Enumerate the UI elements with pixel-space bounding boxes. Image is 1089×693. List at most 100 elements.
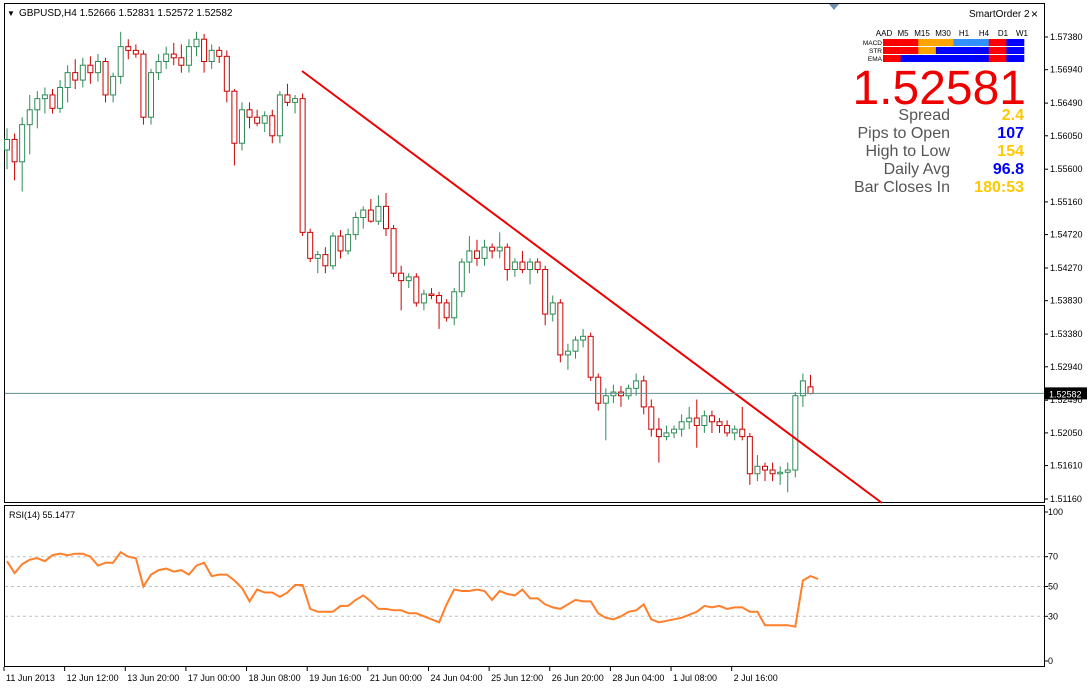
- candle-body: [777, 471, 784, 475]
- candle-body: [413, 276, 420, 304]
- candle-body: [693, 417, 700, 426]
- candle-body: [466, 250, 473, 263]
- rsi-axis: 100 70 50 30 0: [1044, 507, 1063, 666]
- price-tick-label: 1.52050: [1050, 428, 1083, 438]
- candle-body: [731, 428, 738, 434]
- stat-value: 154: [997, 143, 1024, 160]
- candle-body: [4, 139, 10, 151]
- time-axis: 11 Jun 2013 12 Jun 12:00 13 Jun 20:00 17 Ju…: [3, 667, 778, 683]
- candle-body: [352, 216, 359, 236]
- candle-body: [527, 261, 534, 270]
- candle-body: [398, 272, 405, 282]
- candles-layer: [4, 31, 814, 493]
- indicator-cell: [971, 39, 990, 46]
- symbol-title: GBPUSD,H4 1.52666 1.52831 1.52572 1.5258…: [19, 8, 233, 19]
- candle-body: [701, 415, 708, 426]
- price-tick-label: 1.54720: [1050, 230, 1083, 240]
- stat-label: Spread: [898, 107, 950, 124]
- candle-body: [79, 64, 86, 81]
- candle-body: [792, 395, 799, 471]
- price-tick-label: 1.51610: [1050, 461, 1083, 471]
- price-tick-label: 1.51160: [1050, 494, 1082, 504]
- candle-body: [261, 115, 268, 124]
- indicator-row-label: MACD: [863, 40, 882, 47]
- candle-body: [11, 139, 18, 163]
- candle-body: [610, 391, 617, 397]
- time-tick-label: 28 Jun 04:00: [612, 673, 664, 683]
- shift-marker-icon[interactable]: [829, 4, 839, 10]
- current-price-tag-label: 1.52582: [1049, 389, 1082, 399]
- candle-body: [19, 124, 26, 163]
- candle-body: [246, 109, 253, 118]
- candle-body: [602, 395, 609, 404]
- candle-body: [94, 61, 101, 74]
- candle-body: [762, 465, 768, 471]
- tf-header: AAD: [876, 29, 893, 38]
- candle-body: [542, 268, 549, 315]
- current-price-big: 1.52581: [852, 62, 1026, 115]
- candle-body: [148, 72, 155, 118]
- price-axis: 1.57380 1.56940 1.56490 1.56050 1.55600 1.551…: [1044, 32, 1083, 504]
- price-tick-label: 1.56940: [1050, 65, 1083, 75]
- candle-body: [307, 231, 314, 259]
- indicator-cell: [971, 47, 990, 54]
- indicator-cell: [988, 39, 1007, 46]
- ea-close-icon[interactable]: ×: [1031, 7, 1038, 21]
- indicator-cell: [1006, 55, 1025, 62]
- current-price-tag: [1045, 387, 1087, 400]
- candle-body: [208, 49, 215, 63]
- candle-body: [534, 261, 541, 270]
- indicator-cell: [953, 55, 972, 62]
- candle-body: [617, 391, 624, 397]
- trendline[interactable]: [301, 70, 883, 504]
- candle-body: [345, 234, 352, 252]
- candle-body: [383, 205, 389, 230]
- candle-body: [436, 294, 443, 304]
- tf-header: D1: [998, 29, 1009, 38]
- candle-body: [519, 261, 526, 270]
- candle-body: [110, 75, 117, 96]
- tf-header: M15: [914, 29, 930, 38]
- window-menu-arrow[interactable]: ▼: [7, 9, 15, 18]
- candle-body: [49, 94, 56, 109]
- candle-body: [443, 302, 450, 319]
- time-tick-label: 11 Jun 2013: [6, 673, 55, 683]
- candle-body: [686, 417, 693, 423]
- candle-body: [799, 380, 806, 397]
- candle-body: [458, 261, 465, 293]
- candle-body: [451, 291, 458, 319]
- candle-body: [390, 228, 397, 274]
- candle-body: [269, 115, 276, 137]
- candle-body: [231, 90, 238, 144]
- rsi-tick-label: 70: [1048, 552, 1058, 562]
- rsi-line: [6, 550, 819, 628]
- time-tick-label: 12 Jun 12:00: [67, 673, 119, 683]
- indicator-cell: [900, 39, 919, 46]
- indicator-cell: [900, 47, 919, 54]
- candle-body: [64, 72, 71, 89]
- indicator-cell: [1006, 47, 1025, 54]
- candle-body: [367, 209, 374, 222]
- time-tick-label: 2 Jul 16:00: [734, 673, 778, 683]
- candle-body: [663, 432, 670, 438]
- stat-label: Daily Avg: [884, 161, 950, 178]
- candle-body: [337, 235, 344, 252]
- indicator-cell: [1006, 39, 1025, 46]
- candle-body: [155, 61, 162, 74]
- candle-body: [648, 406, 655, 430]
- candle-body: [496, 246, 503, 252]
- candle-body: [504, 246, 511, 270]
- price-tick-label: 1.53830: [1050, 296, 1083, 306]
- candle-body: [201, 38, 208, 63]
- rsi-tick-label: 30: [1048, 611, 1058, 621]
- time-tick-label: 24 Jun 04:00: [430, 673, 482, 683]
- candle-body: [276, 94, 283, 137]
- indicator-cell: [935, 55, 954, 62]
- indicator-cell: [918, 39, 937, 46]
- tf-header: H4: [979, 29, 990, 38]
- stat-label: High to Low: [866, 143, 951, 160]
- rsi-tick-label: 50: [1048, 582, 1058, 592]
- candle-body: [140, 53, 147, 118]
